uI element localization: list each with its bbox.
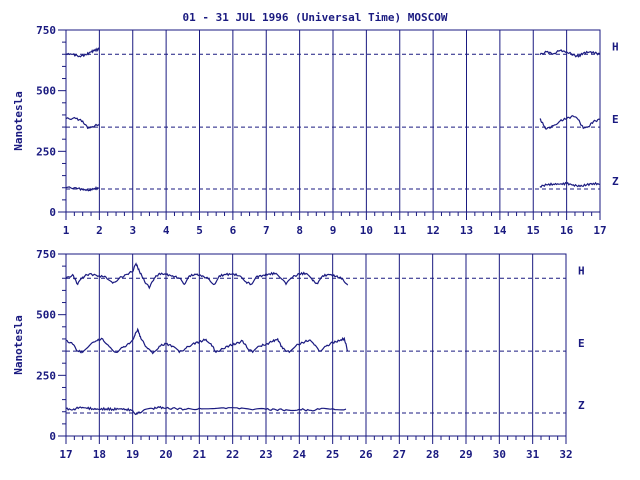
component-label-z: Z: [578, 399, 585, 412]
trace-z: [65, 185, 100, 192]
component-label-e: E: [612, 113, 619, 126]
x-tick-label: 17: [593, 224, 606, 237]
x-tick-label: 27: [393, 448, 406, 461]
component-label-h: H: [578, 264, 585, 277]
y-tick-label: 500: [36, 309, 56, 322]
x-tick-label: 8: [296, 224, 303, 237]
x-tick-label: 30: [493, 448, 506, 461]
trace-h: [65, 262, 349, 290]
x-tick-label: 13: [460, 224, 473, 237]
component-label-h: H: [612, 40, 619, 53]
x-tick-label: 7: [263, 224, 270, 237]
component-label-e: E: [578, 337, 585, 350]
trace-z: [65, 405, 347, 416]
y-tick-label: 750: [36, 24, 56, 37]
y-tick-label: 250: [36, 369, 56, 382]
x-tick-label: 4: [163, 224, 170, 237]
x-tick-label: 24: [293, 448, 307, 461]
x-tick-label: 18: [93, 448, 106, 461]
y-tick-label: 500: [36, 85, 56, 98]
x-tick-label: 2: [96, 224, 103, 237]
trace-h: [539, 49, 601, 58]
x-tick-label: 3: [129, 224, 136, 237]
x-tick-label: 17: [59, 448, 72, 461]
y-tick-label: 0: [49, 206, 56, 219]
panel-bottom: Nanotesla 17 18 19 20 21 22 23 24 25 26 27 28 29 30 31 3…: [12, 248, 585, 461]
y-axis-label: Nanotesla: [12, 91, 25, 151]
x-tick-label: 21: [193, 448, 207, 461]
x-tick-label: 32: [559, 448, 572, 461]
x-tick-label: 20: [159, 448, 172, 461]
trace-e: [65, 116, 100, 130]
x-tick-label: 23: [259, 448, 272, 461]
x-tick-label: 10: [360, 224, 373, 237]
x-tick-label: 16: [560, 224, 574, 237]
x-tick-label: 28: [426, 448, 439, 461]
chart-title: 01 - 31 JUL 1996 (Universal Time) MOSCOW: [183, 11, 448, 24]
x-tick-label: 9: [330, 224, 337, 237]
x-tick-label: 6: [230, 224, 237, 237]
trace-e: [65, 327, 349, 355]
x-tick-label: 26: [359, 448, 373, 461]
y-tick-label: 750: [36, 248, 56, 261]
x-tick-label: 25: [326, 448, 339, 461]
x-tick-label: 12: [427, 224, 440, 237]
x-tick-label: 14: [493, 224, 507, 237]
y-tick-label: 250: [36, 145, 56, 158]
plot-frame: [65, 253, 567, 437]
trace-z: [539, 181, 600, 189]
trace-e: [539, 115, 601, 130]
x-tick-label: 31: [526, 448, 540, 461]
x-tick-label: 19: [126, 448, 139, 461]
x-tick-label: 5: [196, 224, 203, 237]
component-label-z: Z: [612, 175, 619, 188]
x-tick-label: 29: [459, 448, 472, 461]
trace-h: [65, 47, 100, 58]
x-tick-label: 22: [226, 448, 239, 461]
x-tick-label: 11: [393, 224, 407, 237]
x-tick-label: 15: [527, 224, 540, 237]
x-tick-label: 1: [63, 224, 70, 237]
y-axis-label: Nanotesla: [12, 315, 25, 375]
y-tick-label: 0: [49, 430, 56, 443]
